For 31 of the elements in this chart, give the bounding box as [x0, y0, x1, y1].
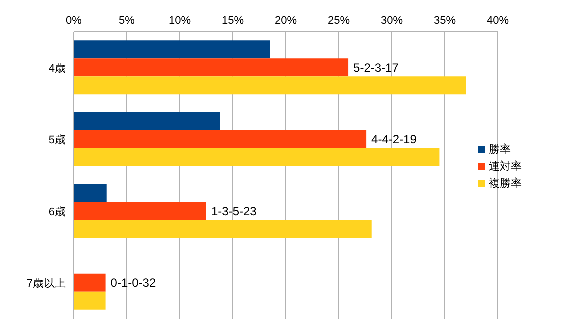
bar: [74, 220, 372, 238]
y-tick-label: 4歳: [48, 62, 66, 75]
legend-label: 複勝率: [489, 176, 522, 191]
bar: [74, 202, 206, 220]
y-tick-label: 6歳: [48, 205, 66, 218]
bar: [74, 40, 270, 59]
bar: [74, 184, 107, 202]
x-tick-label: 25%: [328, 15, 350, 27]
x-tick-label: 15%: [222, 15, 244, 27]
x-tick-label: 35%: [434, 15, 456, 27]
bar: [74, 292, 106, 310]
legend-label: 連対率: [489, 160, 522, 174]
data-label: 0-1-0-32: [110, 276, 156, 290]
data-label: 1-3-5-23: [212, 204, 258, 218]
x-tick-label: 30%: [380, 15, 404, 27]
x-tick-label: 40%: [486, 15, 510, 27]
x-tick-label: 10%: [168, 15, 192, 27]
data-label: 5-2-3-17: [354, 60, 400, 75]
bar: [74, 274, 106, 292]
bar: [74, 148, 440, 166]
x-tick-label: 20%: [274, 15, 298, 27]
bar: [74, 58, 349, 77]
x-tick-label: 0%: [66, 15, 82, 27]
legend-label: 勝率: [489, 142, 511, 157]
y-tick-label: 7歳以上: [26, 277, 66, 290]
y-tick-label: 5歳: [48, 134, 66, 147]
bar: [74, 112, 220, 130]
x-tick-label: 5%: [119, 15, 136, 27]
data-label: 4-4-2-19: [372, 132, 418, 147]
bar: [74, 130, 367, 148]
bar: [74, 76, 466, 95]
